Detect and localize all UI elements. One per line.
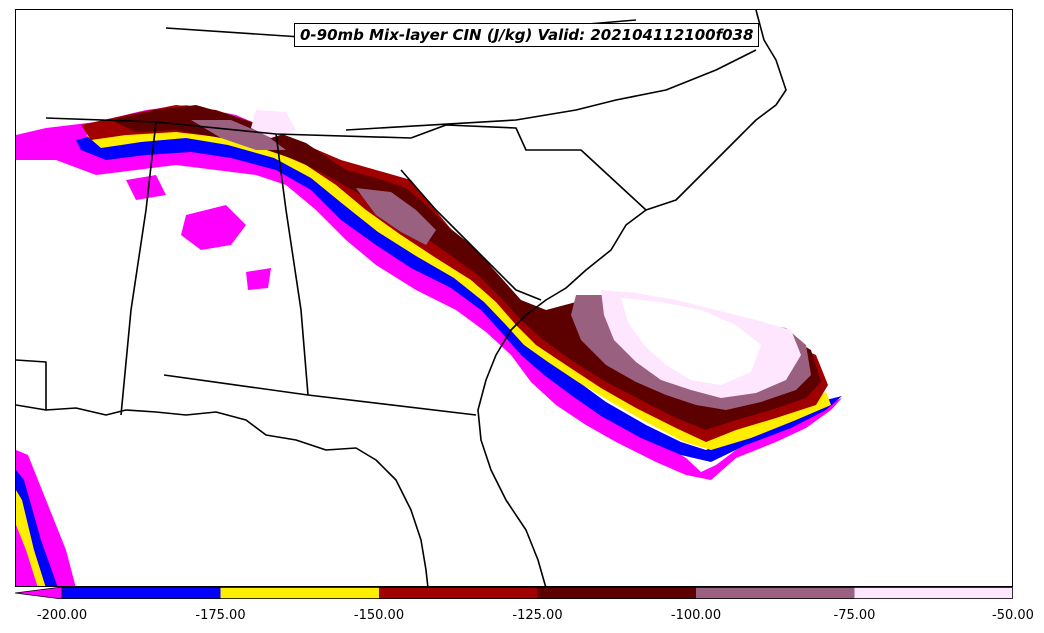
colorbar-segment xyxy=(62,587,221,599)
map-canvas xyxy=(16,10,842,586)
cin-band-white-core xyxy=(621,298,761,385)
colorbar-segment xyxy=(696,587,855,599)
state-border-ga-fl xyxy=(163,374,477,416)
state-border-tn-north xyxy=(45,117,412,139)
cin-band-blue-sw xyxy=(16,470,58,586)
cin-band-magenta-blob-3 xyxy=(126,175,166,200)
colorbar-tick-label: -75.00 xyxy=(833,608,876,623)
state-border-al-ga xyxy=(275,133,309,396)
colorbar-segment xyxy=(537,587,696,599)
colorbar-tick-label: -50.00 xyxy=(992,608,1034,623)
colorbar-outline xyxy=(61,587,1013,599)
cin-band-blue xyxy=(76,118,842,462)
state-border-ms-al xyxy=(120,121,157,416)
cin-field xyxy=(16,105,842,586)
colorbar-tick-label: -200.00 xyxy=(36,608,88,623)
cin-band-magenta-blob-2 xyxy=(246,268,271,290)
state-border-nc-sc xyxy=(410,124,647,211)
map-title: 0-90mb Mix-layer CIN (J/kg) Valid: 20210… xyxy=(294,23,760,47)
colorbar-under-extend xyxy=(15,587,63,599)
colorbar xyxy=(15,587,1013,599)
cin-band-yellow-sw xyxy=(16,490,46,586)
coastline xyxy=(477,10,787,586)
colorbar-tick-labels: -200.00 -175.00 -150.00 -125.00 -100.00 -75.0… xyxy=(0,608,1044,628)
colorbar-segment xyxy=(220,587,379,599)
colorbar-tick-label: -125.00 xyxy=(512,608,563,623)
cin-band-magenta xyxy=(16,105,842,480)
colorbar-tick-label: -150.00 xyxy=(353,608,405,623)
cin-band-magenta-blob-1 xyxy=(181,205,246,250)
state-border-va-nc xyxy=(345,49,757,131)
colorbar-segment xyxy=(854,587,1013,599)
gulf-coastline xyxy=(16,404,429,586)
state-border-sc-ga xyxy=(400,169,542,301)
colorbar-tick-label: -100.00 xyxy=(670,608,722,623)
boundaries xyxy=(16,10,787,586)
colorbar-segment xyxy=(379,587,538,599)
state-border-la-ms xyxy=(16,359,47,410)
colorbar-tick-label: -175.00 xyxy=(195,608,246,623)
map-panel: 0-90mb Mix-layer CIN (J/kg) Valid: 20210… xyxy=(15,9,1013,587)
